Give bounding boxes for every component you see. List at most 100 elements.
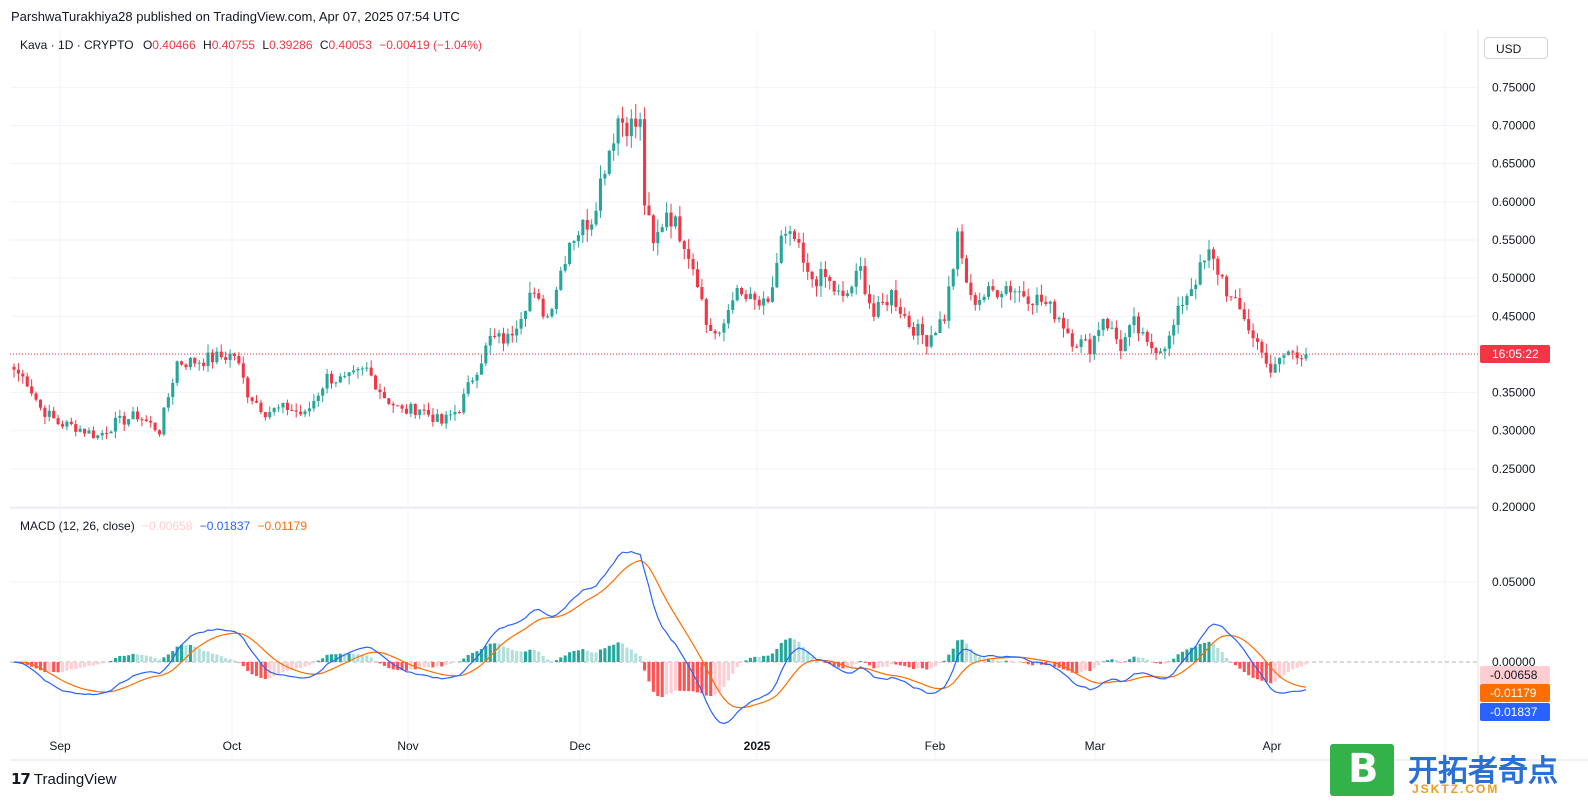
candle-body[interactable] — [986, 286, 991, 297]
candle-body[interactable] — [285, 402, 289, 411]
candle-body[interactable] — [1083, 339, 1088, 341]
candle-body[interactable] — [466, 382, 470, 394]
candle-body[interactable] — [572, 241, 576, 243]
candle-body[interactable] — [1145, 331, 1149, 343]
candle-body[interactable] — [325, 373, 329, 389]
candle-body[interactable] — [881, 301, 885, 303]
candle-body[interactable] — [254, 400, 259, 403]
candle-body[interactable] — [867, 294, 871, 304]
candle-body[interactable] — [1070, 333, 1074, 347]
candle-body[interactable] — [973, 295, 977, 305]
candle-body[interactable] — [1225, 276, 1229, 297]
candle-body[interactable] — [413, 404, 417, 415]
candle-body[interactable] — [1044, 301, 1048, 304]
candle-body[interactable] — [1163, 348, 1167, 352]
candle-body[interactable] — [1114, 327, 1118, 340]
candle-body[interactable] — [612, 143, 616, 151]
candle-body[interactable] — [969, 282, 973, 296]
candle-body[interactable] — [246, 377, 250, 398]
candle-body[interactable] — [643, 119, 647, 206]
candle-body[interactable] — [453, 412, 457, 415]
candle-body[interactable] — [762, 298, 766, 306]
candle-body[interactable] — [281, 402, 285, 408]
candle-body[interactable] — [1291, 351, 1295, 353]
candle-body[interactable] — [563, 264, 567, 271]
candle-body[interactable] — [1229, 296, 1233, 298]
candle-body[interactable] — [942, 319, 946, 321]
candle-body[interactable] — [590, 224, 594, 230]
candle-body[interactable] — [382, 392, 386, 399]
candle-body[interactable] — [982, 296, 986, 300]
candle-body[interactable] — [876, 301, 880, 317]
candle-body[interactable] — [810, 271, 814, 280]
candle-body[interactable] — [488, 335, 492, 346]
candle-body[interactable] — [440, 414, 444, 424]
candle-body[interactable] — [801, 242, 805, 263]
candle-body[interactable] — [1026, 296, 1030, 304]
candle-body[interactable] — [770, 287, 774, 302]
candle-body[interactable] — [435, 414, 439, 422]
candle-body[interactable] — [1075, 346, 1079, 348]
candle-body[interactable] — [903, 313, 907, 316]
candle-body[interactable] — [1189, 289, 1193, 297]
candle-body[interactable] — [1132, 316, 1136, 326]
candle-body[interactable] — [462, 393, 466, 413]
candle-body[interactable] — [651, 215, 655, 244]
candle-body[interactable] — [673, 216, 677, 227]
candle-body[interactable] — [471, 380, 475, 383]
candle-body[interactable] — [598, 178, 603, 211]
candle-body[interactable] — [691, 259, 695, 270]
candle-body[interactable] — [122, 415, 126, 425]
candle-body[interactable] — [1216, 258, 1220, 275]
candle-body[interactable] — [113, 417, 117, 432]
candle-body[interactable] — [404, 408, 408, 414]
candle-body[interactable] — [784, 233, 788, 236]
candle-body[interactable] — [1119, 339, 1123, 351]
tradingview-logo[interactable]: 𝟭𝟳 TradingView — [11, 770, 116, 789]
candle-body[interactable] — [153, 422, 157, 431]
candle-body[interactable] — [823, 269, 827, 278]
candle-body[interactable] — [837, 290, 841, 292]
candle-body[interactable] — [1066, 328, 1070, 334]
candle-body[interactable] — [704, 299, 708, 325]
candle-body[interactable] — [118, 415, 122, 418]
candle-body[interactable] — [157, 430, 162, 435]
candle-body[interactable] — [109, 431, 113, 434]
candle-body[interactable] — [259, 402, 263, 413]
candle-body[interactable] — [1180, 305, 1185, 307]
candle-body[interactable] — [559, 270, 563, 290]
candle-body[interactable] — [669, 212, 673, 227]
candle-body[interactable] — [1150, 342, 1154, 349]
candle-body[interactable] — [1269, 363, 1273, 373]
candle-body[interactable] — [854, 270, 858, 287]
candle-body[interactable] — [920, 323, 924, 336]
candle-body[interactable] — [351, 370, 356, 373]
candle-body[interactable] — [682, 241, 686, 250]
candle-body[interactable] — [814, 279, 819, 287]
candle-body[interactable] — [1255, 338, 1260, 342]
candle-body[interactable] — [1079, 339, 1083, 347]
candle-body[interactable] — [299, 411, 303, 415]
candle-body[interactable] — [237, 355, 241, 364]
candle-body[interactable] — [1158, 351, 1163, 354]
candle-body[interactable] — [1154, 348, 1158, 354]
candle-body[interactable] — [1238, 297, 1242, 310]
candle-body[interactable] — [1176, 305, 1180, 325]
candle-body[interactable] — [1207, 249, 1211, 261]
candle-body[interactable] — [1203, 260, 1207, 263]
candle-body[interactable] — [1198, 262, 1202, 285]
candle-body[interactable] — [38, 399, 43, 408]
candle-body[interactable] — [140, 419, 144, 421]
candle-body[interactable] — [206, 352, 210, 367]
candle-body[interactable] — [797, 239, 801, 243]
candle-body[interactable] — [334, 382, 338, 384]
candle-body[interactable] — [250, 397, 254, 401]
candle-body[interactable] — [713, 330, 717, 334]
candle-body[interactable] — [96, 435, 100, 439]
price-pane[interactable] — [10, 103, 1478, 441]
candle-body[interactable] — [629, 118, 633, 137]
candle-body[interactable] — [726, 309, 730, 324]
currency-button[interactable]: USD — [1484, 37, 1548, 59]
candle-body[interactable] — [1039, 294, 1043, 302]
candle-body[interactable] — [792, 231, 797, 240]
